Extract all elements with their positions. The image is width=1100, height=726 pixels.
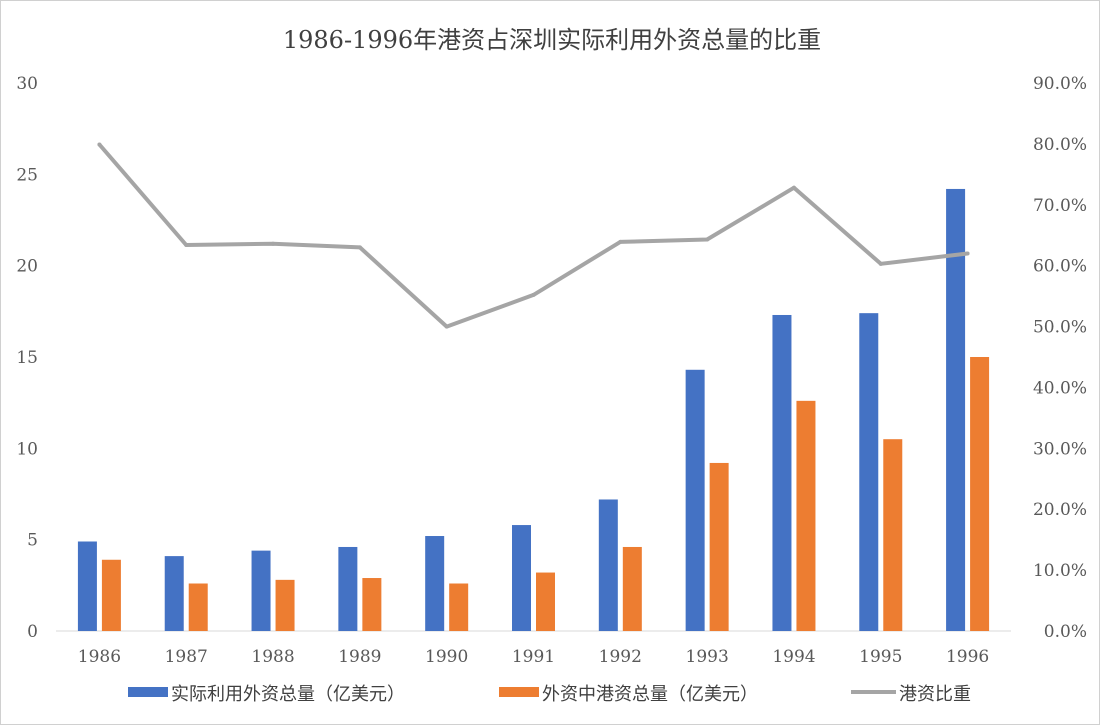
- bar-total-1990: [425, 536, 445, 631]
- x-tick-label: 1989: [338, 647, 381, 667]
- right-tick-label: 30.0%: [1033, 439, 1087, 459]
- right-tick-label: 50.0%: [1033, 318, 1087, 338]
- bar-total-1986: [77, 541, 97, 631]
- bar-total-1989: [338, 546, 358, 631]
- legend: 实际利用外资总量（亿美元） 外资中港资总量（亿美元） 港资比重: [128, 684, 971, 705]
- right-tick-label: 60.0%: [1033, 257, 1087, 277]
- bar-hk-1996: [970, 357, 990, 631]
- bar-hk-1995: [883, 439, 903, 631]
- right-tick-label: 10.0%: [1033, 561, 1087, 581]
- bar-hk-1988: [275, 579, 295, 631]
- ratio-point-1988: [271, 241, 276, 246]
- legend-swatch-hk: [499, 687, 539, 697]
- left-tick-label: 0: [27, 622, 38, 642]
- right-tick-label: 0.0%: [1044, 622, 1087, 642]
- left-tick-label: 15: [16, 348, 38, 368]
- legend-label-ratio: 港资比重: [899, 684, 971, 705]
- x-tick-label: 1995: [859, 647, 902, 667]
- right-tick-label: 80.0%: [1033, 135, 1087, 155]
- ratio-point-1986: [97, 142, 102, 147]
- line-series-group: [97, 142, 970, 329]
- ratio-point-1992: [618, 239, 623, 244]
- left-tick-label: 10: [16, 439, 38, 459]
- left-tick-label: 25: [16, 165, 38, 185]
- x-tick-label: 1987: [165, 647, 208, 667]
- ratio-point-1994: [791, 185, 796, 190]
- x-tick-label: 1996: [946, 647, 989, 667]
- bar-total-1995: [859, 313, 879, 631]
- right-tick-label: 90.0%: [1033, 74, 1087, 94]
- x-tick-label: 1988: [251, 647, 294, 667]
- ratio-point-1991: [531, 292, 536, 297]
- legend-label-hk: 外资中港资总量（亿美元）: [542, 684, 758, 705]
- chart-title: 1986-1996年港资占深圳实际利用外资总量的比重: [283, 26, 821, 54]
- bar-hk-1989: [362, 578, 382, 631]
- bar-hk-1987: [188, 583, 208, 631]
- bar-hk-1993: [709, 462, 729, 631]
- bar-total-1994: [772, 314, 792, 631]
- bars-group: [77, 188, 990, 632]
- bar-total-1992: [598, 499, 618, 631]
- right-axis: 0.0% 10.0% 20.0% 30.0% 40.0% 50.0% 60.0% 70.0% 8…: [1033, 74, 1087, 642]
- ratio-point-1995: [878, 261, 883, 266]
- right-tick-label: 40.0%: [1033, 378, 1087, 398]
- x-tick-label: 1991: [512, 647, 555, 667]
- x-axis-labels: 1986 1987 1988 1989 1990 1991 1992 1993 1994 1995…: [78, 647, 989, 667]
- left-axis: 0 5 10 15 20 25 30: [16, 74, 38, 642]
- legend-swatch-total: [128, 687, 168, 697]
- right-tick-label: 70.0%: [1033, 196, 1087, 216]
- bar-total-1993: [685, 369, 705, 631]
- bar-total-1996: [946, 188, 966, 632]
- bar-total-1991: [512, 525, 531, 631]
- ratio-point-1987: [184, 242, 189, 247]
- bar-hk-1990: [449, 583, 469, 631]
- ratio-point-1993: [705, 237, 710, 242]
- bar-hk-1994: [796, 400, 816, 631]
- x-tick-label: 1992: [599, 647, 642, 667]
- bar-hk-1991: [536, 572, 555, 631]
- bar-total-1988: [251, 550, 271, 631]
- x-tick-label: 1986: [78, 647, 121, 667]
- legend-label-total: 实际利用外资总量（亿美元）: [171, 684, 405, 705]
- ratio-line: [97, 143, 968, 329]
- left-tick-label: 30: [16, 74, 38, 94]
- bar-hk-1992: [622, 546, 642, 631]
- bar-hk-1986: [101, 559, 121, 631]
- x-tick-label: 1990: [425, 647, 468, 667]
- ratio-point-1996: [965, 251, 970, 256]
- right-tick-label: 20.0%: [1033, 500, 1087, 520]
- left-tick-label: 20: [16, 257, 38, 277]
- ratio-point-1989: [357, 245, 362, 250]
- ratio-point-1990: [444, 324, 449, 329]
- x-tick-label: 1994: [772, 647, 815, 667]
- left-tick-label: 5: [27, 531, 38, 551]
- bar-total-1987: [164, 556, 184, 631]
- x-tick-label: 1993: [686, 647, 729, 667]
